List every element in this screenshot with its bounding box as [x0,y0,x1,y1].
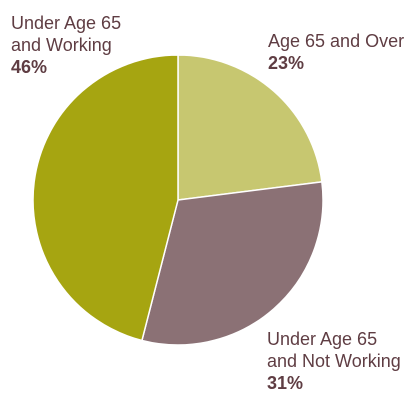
slice-label-age-65-and-over: Age 65 and Over 23% [268,30,404,74]
slice-label-name: Age 65 and Over [268,31,405,51]
slice-label-name: Under Age 65 and Working [11,13,122,55]
slice-label-value: 23% [268,53,305,73]
pie-slice-age-65-and-over [177,54,323,201]
pie-slice-under-65-not-working [141,180,324,346]
slice-label-name: Under Age 65 and Not Working [267,329,401,371]
pie-slice-under-65-working [32,54,179,342]
slice-label-value: 31% [267,373,304,393]
slice-label-under-65-not-working: Under Age 65 and Not Working 31% [267,328,401,394]
slice-label-under-65-working: Under Age 65 and Working 46% [11,12,121,78]
slice-label-value: 46% [11,57,48,77]
